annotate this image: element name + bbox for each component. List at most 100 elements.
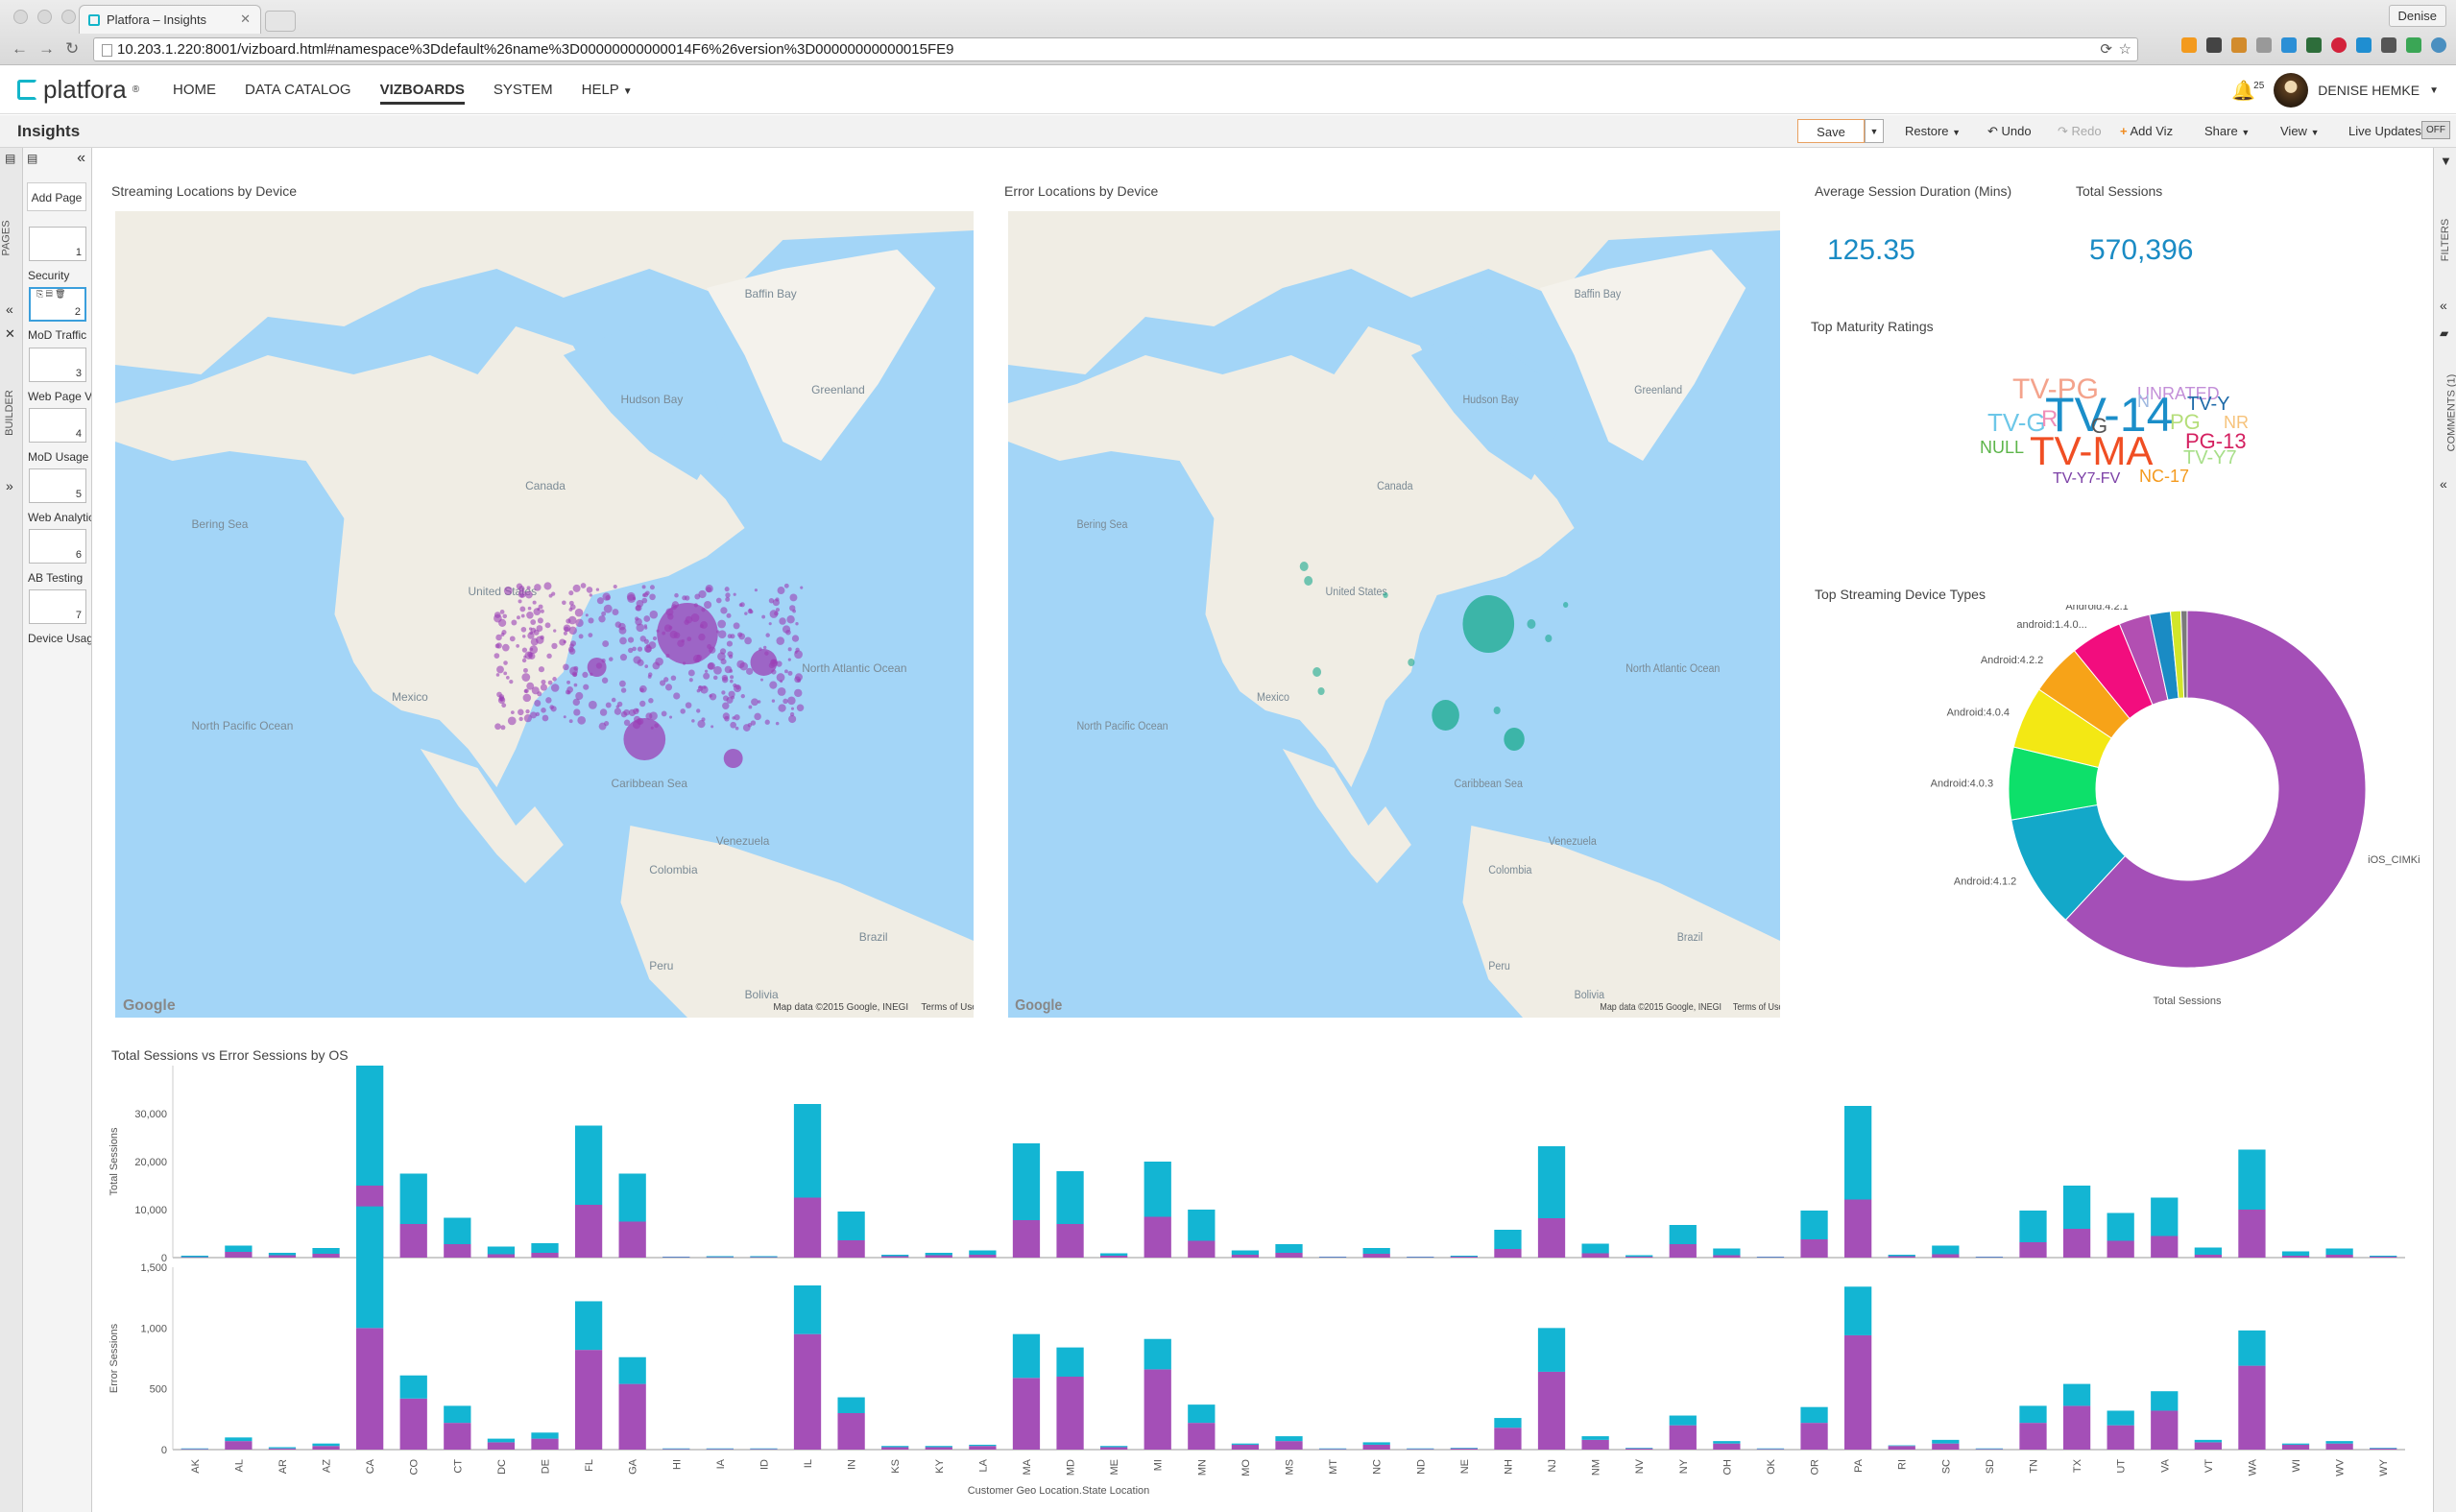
page-label[interactable]: MoD Usage bbox=[28, 450, 89, 464]
map-point bbox=[519, 606, 526, 612]
pages-tab[interactable]: PAGES bbox=[0, 220, 12, 256]
extension-icon[interactable] bbox=[2256, 37, 2272, 53]
rating-word[interactable]: TV-Y7 bbox=[2183, 447, 2237, 468]
rating-word[interactable]: NULL bbox=[1980, 438, 2025, 457]
page-label[interactable]: Web Analytics bbox=[28, 511, 91, 524]
platfora-logo[interactable]: platfora ® bbox=[17, 75, 139, 105]
x-tick-label: WV bbox=[2335, 1458, 2347, 1476]
rating-word[interactable]: NR bbox=[2224, 413, 2249, 432]
extension-icon[interactable] bbox=[2206, 37, 2222, 53]
extension-icon[interactable] bbox=[2381, 37, 2396, 53]
expand-comments-icon[interactable]: « bbox=[2440, 476, 2447, 492]
collapse-icon[interactable]: « bbox=[6, 301, 13, 317]
page-label[interactable]: AB Testing bbox=[28, 571, 84, 585]
rating-word[interactable]: PG bbox=[2170, 410, 2201, 434]
notifications-bell-icon[interactable]: 🔔 bbox=[2231, 80, 2256, 102]
address-bar[interactable]: 10.203.1.220:8001/vizboard.html#namespac… bbox=[93, 37, 2138, 61]
page-label[interactable]: Device Usage bbox=[28, 632, 91, 645]
nav-vizboards[interactable]: VIZBOARDS bbox=[379, 82, 465, 105]
rating-word[interactable]: TV-Y7-FV bbox=[2053, 470, 2121, 487]
browser-tab[interactable]: Platfora – Insights ✕ bbox=[79, 5, 261, 34]
undo-button[interactable]: ↶ Undo bbox=[1987, 124, 2032, 139]
maturity-word-cloud[interactable]: TV-PG UNRATED N TV-Y TV-G R TV-14 G PG NR NULL TV-M… bbox=[1978, 375, 2285, 514]
rating-word[interactable]: UNRATED bbox=[2137, 384, 2220, 403]
reload-icon[interactable]: ↻ bbox=[65, 39, 80, 58]
comments-tab[interactable]: COMMENTS (1) bbox=[2445, 373, 2456, 452]
rating-word[interactable]: R bbox=[2041, 406, 2059, 432]
page-thumbnail[interactable]: 5 bbox=[29, 468, 86, 503]
rating-word[interactable]: TV-MA bbox=[2030, 428, 2154, 473]
rating-word[interactable]: G bbox=[2091, 414, 2108, 438]
page-thumbnail[interactable]: 7 bbox=[29, 589, 86, 624]
filter-icon[interactable]: ▼ bbox=[2440, 154, 2452, 168]
expand-icon[interactable]: » bbox=[6, 478, 13, 493]
profile-button[interactable]: Denise bbox=[2388, 5, 2446, 27]
rating-word[interactable]: TV-14 bbox=[2045, 388, 2174, 442]
bar-segment bbox=[2370, 1448, 2397, 1450]
bar-segment bbox=[2194, 1439, 2222, 1443]
page-actions-icons[interactable]: ⎘ ▤ 🗑 bbox=[36, 289, 66, 299]
comment-icon[interactable]: ▰ bbox=[2440, 326, 2449, 340]
globe-icon[interactable] bbox=[2431, 37, 2446, 53]
nav-help[interactable]: HELP ▼ bbox=[582, 82, 633, 105]
extension-icon[interactable] bbox=[2281, 37, 2297, 53]
streaming-locations-map[interactable]: Canada United States Mexico Greenland Hudson… bbox=[115, 211, 974, 1018]
close-tab-icon[interactable]: ✕ bbox=[240, 12, 251, 26]
page-thumbnail-selected[interactable]: ⎘ ▤ 🗑 2 bbox=[29, 287, 86, 322]
filters-tab[interactable]: FILTERS bbox=[2440, 218, 2452, 262]
page-thumbnail[interactable]: 3 bbox=[29, 348, 86, 382]
map-bubble bbox=[587, 658, 607, 677]
view-menu[interactable]: View ▼ bbox=[2280, 124, 2320, 138]
extension-icon[interactable] bbox=[2406, 37, 2421, 53]
pinterest-icon[interactable] bbox=[2331, 37, 2347, 53]
builder-tab[interactable]: BUILDER bbox=[3, 390, 15, 436]
live-updates-toggle[interactable]: OFF bbox=[2421, 121, 2450, 139]
document-icon[interactable]: ▤ bbox=[27, 152, 38, 165]
extension-icon[interactable] bbox=[2231, 37, 2247, 53]
builder-tools-icon[interactable]: ✕ bbox=[5, 326, 15, 341]
redo-button[interactable]: ↷ Redo bbox=[2058, 124, 2102, 139]
bar-segment bbox=[1581, 1436, 1609, 1440]
chevron-down-icon[interactable]: ▼ bbox=[2429, 84, 2439, 96]
nav-data-catalog[interactable]: DATA CATALOG bbox=[245, 82, 351, 98]
restore-menu[interactable]: Restore ▼ bbox=[1905, 124, 1961, 138]
bar-segment bbox=[312, 1443, 340, 1447]
page-thumbnail[interactable]: 4 bbox=[29, 408, 86, 443]
avatar[interactable] bbox=[2274, 73, 2309, 108]
add-page-button[interactable]: Add Page bbox=[27, 182, 86, 211]
page-thumbnail[interactable]: 6 bbox=[29, 529, 86, 564]
share-menu[interactable]: Share ▼ bbox=[2204, 124, 2250, 138]
document-icon[interactable]: ▤ bbox=[5, 152, 16, 165]
user-name[interactable]: DENISE HEMKE bbox=[2318, 83, 2420, 98]
sessions-by-state-bar-chart[interactable]: 0 10,000 20,000 30,000 Total Sessions 0 500 1,0… bbox=[96, 1066, 2420, 1507]
extension-icon[interactable] bbox=[2306, 37, 2322, 53]
expand-filters-icon[interactable]: « bbox=[2440, 298, 2447, 313]
page-label[interactable]: Security bbox=[28, 269, 70, 282]
nav-system[interactable]: SYSTEM bbox=[493, 82, 553, 98]
back-icon[interactable]: ← bbox=[12, 39, 28, 58]
nav-home[interactable]: HOME bbox=[173, 82, 216, 98]
add-viz-button[interactable]: + Add Viz bbox=[2120, 124, 2173, 138]
bookmark-star-icon[interactable]: ☆ bbox=[2118, 41, 2131, 58]
device-types-donut-chart[interactable]: iOS_CIMKit:1.0 Android:4.1.2 Android:4.0.3… bbox=[1805, 605, 2420, 1018]
save-button[interactable]: Save bbox=[1797, 119, 1865, 143]
page-thumbnail[interactable]: 1 bbox=[29, 227, 86, 261]
map-point bbox=[704, 669, 709, 673]
error-locations-map[interactable]: Canada United States Mexico Greenland Hudson… bbox=[1008, 211, 1780, 1018]
extension-icon[interactable] bbox=[2356, 37, 2372, 53]
rating-word[interactable]: N bbox=[2137, 392, 2150, 411]
extension-reload-icon[interactable]: ⟳ bbox=[2100, 41, 2112, 58]
rating-word[interactable]: PG-13 bbox=[2185, 429, 2247, 453]
page-label[interactable]: MoD Traffic bbox=[28, 328, 87, 342]
page-label[interactable]: Web Page Visits bbox=[28, 390, 91, 403]
forward-icon[interactable]: → bbox=[38, 39, 55, 58]
rating-word[interactable]: TV-G bbox=[1987, 408, 2046, 437]
window-controls[interactable] bbox=[13, 10, 76, 24]
save-dropdown-button[interactable]: ▼ bbox=[1865, 119, 1884, 143]
rss-icon[interactable] bbox=[2181, 37, 2197, 53]
collapse-panel-icon[interactable]: « bbox=[77, 150, 85, 166]
new-tab-button[interactable] bbox=[265, 11, 296, 32]
rating-word[interactable]: NC-17 bbox=[2139, 467, 2190, 486]
rating-word[interactable]: TV-Y bbox=[2187, 394, 2230, 415]
rating-word[interactable]: TV-PG bbox=[2012, 373, 2100, 405]
